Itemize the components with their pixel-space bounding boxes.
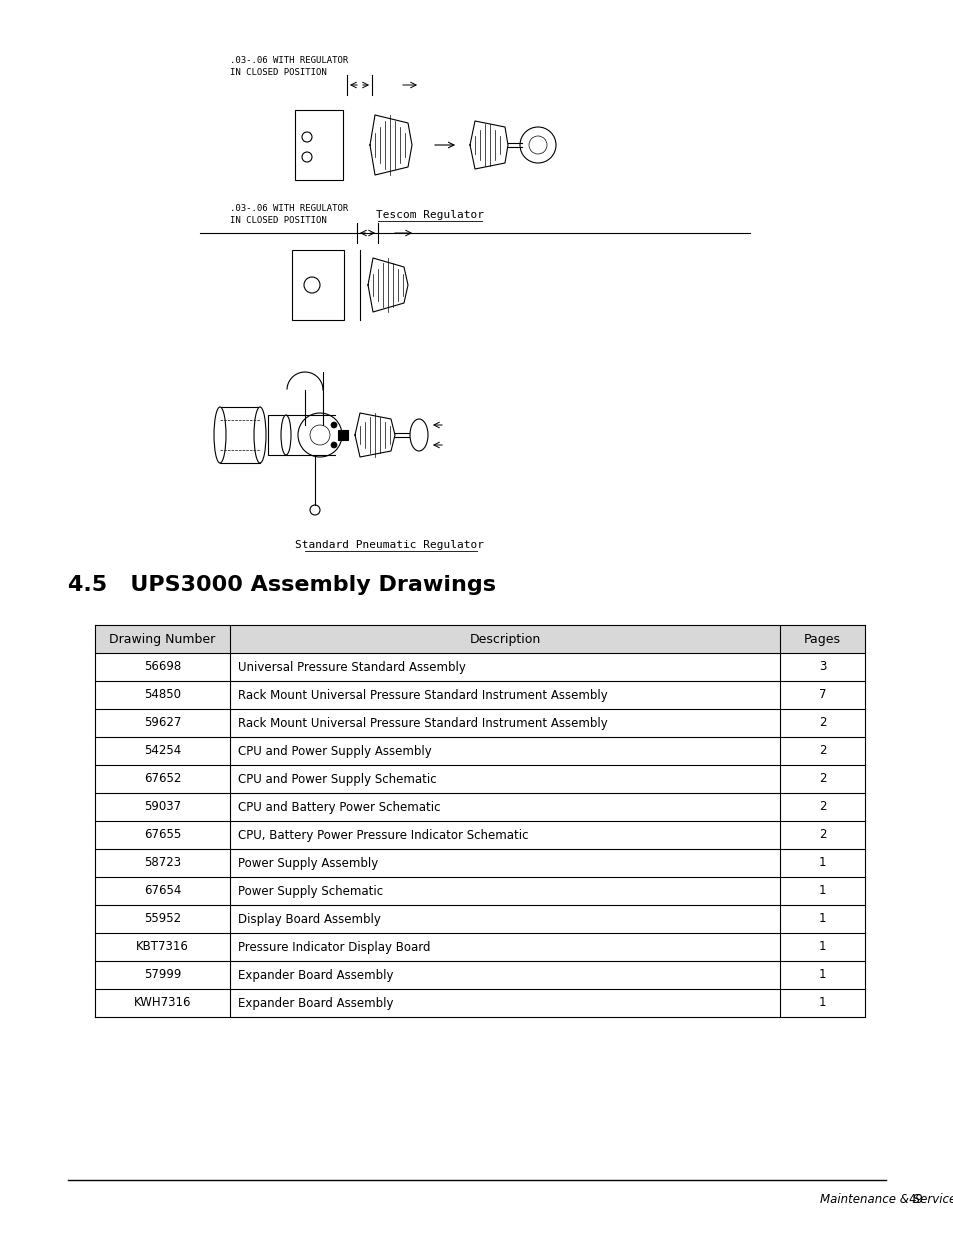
- Text: Display Board Assembly: Display Board Assembly: [237, 913, 380, 925]
- Circle shape: [297, 412, 341, 457]
- Bar: [337, 430, 348, 440]
- Text: Power Supply Schematic: Power Supply Schematic: [237, 884, 382, 898]
- Text: 1: 1: [818, 968, 825, 982]
- Ellipse shape: [410, 419, 428, 451]
- Text: Universal Pressure Standard Assembly: Universal Pressure Standard Assembly: [237, 661, 465, 673]
- Text: 4.5   UPS3000 Assembly Drawings: 4.5 UPS3000 Assembly Drawings: [68, 576, 496, 595]
- Text: KWH7316: KWH7316: [133, 997, 191, 1009]
- Text: 2: 2: [818, 800, 825, 814]
- Text: CPU, Battery Power Pressure Indicator Schematic: CPU, Battery Power Pressure Indicator Sc…: [237, 829, 528, 841]
- Text: 55952: 55952: [144, 913, 181, 925]
- Bar: [294, 110, 343, 180]
- Text: Pages: Pages: [803, 632, 841, 646]
- Circle shape: [519, 127, 556, 163]
- Text: KBT7316: KBT7316: [135, 941, 189, 953]
- Text: 1: 1: [818, 913, 825, 925]
- Text: 57999: 57999: [144, 968, 181, 982]
- Bar: [292, 249, 344, 320]
- Text: 3: 3: [818, 661, 825, 673]
- Text: Description: Description: [469, 632, 540, 646]
- Text: .03-.06 WITH REGULATOR
IN CLOSED POSITION: .03-.06 WITH REGULATOR IN CLOSED POSITIO…: [230, 204, 348, 225]
- Text: 58723: 58723: [144, 857, 181, 869]
- Text: 49: 49: [907, 1193, 923, 1207]
- Text: 7: 7: [818, 688, 825, 701]
- Circle shape: [302, 132, 312, 142]
- Bar: [220, 408, 260, 463]
- Circle shape: [331, 422, 336, 429]
- Circle shape: [304, 277, 319, 293]
- Text: 59627: 59627: [144, 716, 181, 730]
- Text: 59037: 59037: [144, 800, 181, 814]
- Text: Expander Board Assembly: Expander Board Assembly: [237, 968, 393, 982]
- Text: 1: 1: [818, 997, 825, 1009]
- Text: Expander Board Assembly: Expander Board Assembly: [237, 997, 393, 1009]
- Text: 2: 2: [818, 829, 825, 841]
- Text: Tescom Regulator: Tescom Regulator: [375, 210, 483, 220]
- Text: .03-.06 WITH REGULATOR
IN CLOSED POSITION: .03-.06 WITH REGULATOR IN CLOSED POSITIO…: [230, 57, 348, 77]
- Circle shape: [310, 425, 330, 445]
- Text: Power Supply Assembly: Power Supply Assembly: [237, 857, 377, 869]
- Text: 2: 2: [818, 716, 825, 730]
- Text: CPU and Power Supply Schematic: CPU and Power Supply Schematic: [237, 773, 436, 785]
- Text: CPU and Power Supply Assembly: CPU and Power Supply Assembly: [237, 745, 431, 757]
- Circle shape: [310, 505, 319, 515]
- Text: 67655: 67655: [144, 829, 181, 841]
- Text: 1: 1: [818, 884, 825, 898]
- Text: 67652: 67652: [144, 773, 181, 785]
- Circle shape: [302, 152, 312, 162]
- Text: 1: 1: [818, 857, 825, 869]
- Ellipse shape: [213, 408, 226, 463]
- Text: Drawing Number: Drawing Number: [110, 632, 215, 646]
- Text: 54254: 54254: [144, 745, 181, 757]
- Circle shape: [529, 136, 546, 154]
- Text: 54850: 54850: [144, 688, 181, 701]
- Text: CPU and Battery Power Schematic: CPU and Battery Power Schematic: [237, 800, 439, 814]
- Bar: [268, 415, 286, 454]
- Text: 2: 2: [818, 773, 825, 785]
- Circle shape: [331, 442, 336, 448]
- Text: 67654: 67654: [144, 884, 181, 898]
- Text: 1: 1: [818, 941, 825, 953]
- Text: Rack Mount Universal Pressure Standard Instrument Assembly: Rack Mount Universal Pressure Standard I…: [237, 688, 607, 701]
- Text: Rack Mount Universal Pressure Standard Instrument Assembly: Rack Mount Universal Pressure Standard I…: [237, 716, 607, 730]
- Ellipse shape: [281, 415, 291, 454]
- Text: Standard Pneumatic Regulator: Standard Pneumatic Regulator: [295, 540, 484, 550]
- Bar: [95, 625, 864, 653]
- Text: 56698: 56698: [144, 661, 181, 673]
- Text: 2: 2: [818, 745, 825, 757]
- Ellipse shape: [253, 408, 266, 463]
- Text: Pressure Indicator Display Board: Pressure Indicator Display Board: [237, 941, 430, 953]
- Text: Maintenance & Service: Maintenance & Service: [820, 1193, 953, 1207]
